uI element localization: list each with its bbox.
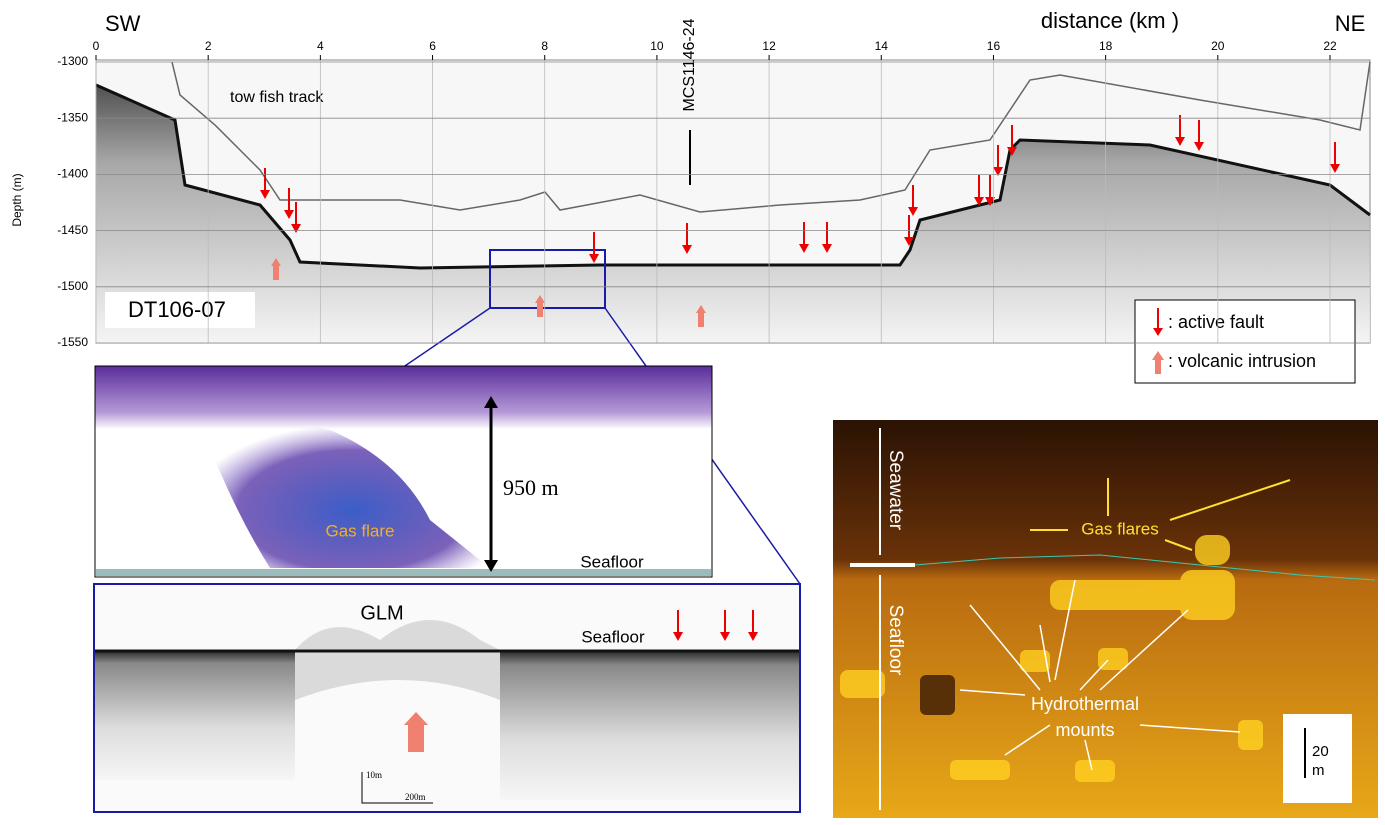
seafloor-label: Seafloor (580, 552, 644, 571)
x-tick-label: 2 (205, 39, 212, 53)
height-label: 950 m (503, 475, 559, 500)
x-tick-label: 12 (762, 39, 776, 53)
x-tick-label: 0 (93, 39, 100, 53)
gas-flares-label: Gas flares (1081, 519, 1158, 538)
y-tick-label: -1550 (57, 335, 88, 349)
x-axis-title: distance (km ) (1041, 8, 1179, 33)
scale-v: 10m (366, 770, 382, 780)
seawater-label: Seawater (885, 450, 906, 531)
x-tick-label: 8 (541, 39, 548, 53)
line-name: DT106-07 (128, 297, 226, 322)
figure: SW NE distance (km ) Depth (m) tow fish … (0, 0, 1385, 820)
legend-intrusion: : volcanic intrusion (1168, 351, 1316, 371)
x-tick-label: 16 (987, 39, 1001, 53)
surface-bar (850, 563, 915, 567)
cross-line-label: MCS1146-24 (681, 18, 698, 111)
glm-label: GLM (360, 602, 403, 624)
y-tick-label: -1450 (57, 223, 88, 237)
sbp-panel: 10m 200m GLM Seafloor (94, 584, 800, 812)
x-tick-label: 18 (1099, 39, 1113, 53)
x-tick-label: 14 (875, 39, 889, 53)
hydro-label: mounts (1055, 720, 1114, 740)
hydro-label: Hydrothermal (1031, 694, 1139, 714)
scale-label: m (1312, 762, 1325, 779)
y-tick-label: -1500 (57, 279, 88, 293)
gas-flare-label: Gas flare (326, 521, 395, 540)
x-tick-label: 4 (317, 39, 324, 53)
y-tick-label: -1400 (57, 167, 88, 181)
sbp-strata (95, 650, 295, 780)
y-axis-title: Depth (m) (10, 173, 24, 226)
y-tick-label: -1350 (57, 110, 88, 124)
x-tick-label: 22 (1323, 39, 1337, 53)
echogram-panel: 950 m Gas flare Seafloor (95, 366, 712, 577)
sbp-strata (500, 650, 799, 800)
x-tick-label: 6 (429, 39, 436, 53)
scale-h: 200m (405, 792, 426, 802)
x-tick-label: 20 (1211, 39, 1225, 53)
y-tick-label: -1300 (57, 54, 88, 68)
seafloor-label: Seafloor (885, 605, 906, 676)
scale-label: 20 (1312, 743, 1329, 760)
tow-fish-label: tow fish track (230, 89, 324, 106)
sidescan-panel: Seawater Seafloor Gas flares Hydrotherma… (833, 420, 1378, 818)
legend-fault: : active fault (1168, 312, 1264, 332)
ne-label: NE (1335, 11, 1366, 36)
seafloor-label: Seafloor (581, 627, 645, 646)
sw-label: SW (105, 11, 141, 36)
x-tick-label: 10 (650, 39, 664, 53)
